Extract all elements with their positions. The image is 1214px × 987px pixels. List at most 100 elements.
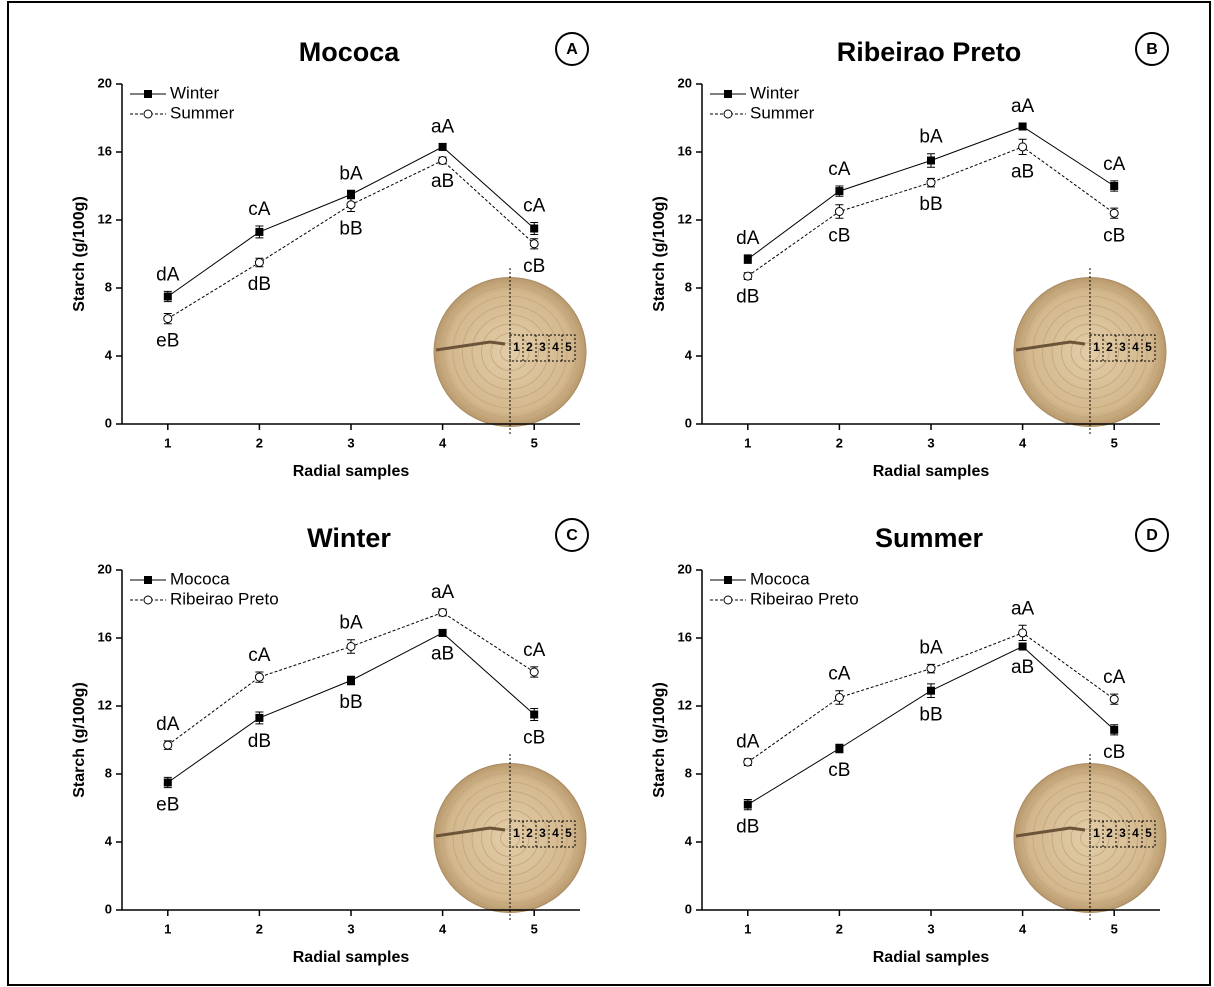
y-tick-label: 16 [98,629,112,644]
y-tick-label: 0 [685,901,692,916]
x-tick-label: 1 [164,435,171,450]
marker [835,208,843,216]
marker [1110,695,1118,703]
marker [347,677,355,685]
inset-label: 2 [526,826,533,840]
chart-title: Summer [875,523,984,553]
significance-letter: dA [736,732,760,753]
marker [347,201,355,209]
significance-letter: dA [736,228,760,249]
marker [835,187,843,195]
x-tick-label: 3 [347,435,354,450]
significance-letter: aB [1011,162,1034,183]
significance-letter: cB [523,727,545,748]
x-tick-label: 1 [744,435,751,450]
marker [530,668,538,676]
x-tick-label: 3 [927,921,934,936]
marker [530,225,538,233]
significance-letter: aA [1011,598,1035,619]
x-tick-label: 5 [531,435,538,450]
significance-letter: cA [828,159,851,180]
significance-letter: cA [248,199,271,220]
marker [439,609,447,617]
x-tick-label: 5 [1111,921,1118,936]
significance-letter: aA [431,582,455,603]
y-axis-label: Starch (g/100g) [71,682,88,798]
y-tick-label: 0 [685,415,692,430]
chart-title: Ribeirao Preto [837,37,1022,67]
inset-label: 3 [539,340,546,354]
significance-letter: cB [1103,225,1125,246]
significance-letter: dA [156,264,180,285]
marker [927,665,935,673]
legend-label: Winter [750,83,799,102]
significance-letter: dB [248,731,271,752]
y-tick-label: 4 [685,833,693,848]
significance-letter: bB [339,692,362,713]
marker [1019,123,1027,131]
inset-label: 4 [1132,826,1139,840]
marker [164,293,172,301]
chart-title: Mococa [299,37,401,67]
marker [255,259,263,267]
panel-label: C [566,527,578,544]
x-tick-label: 1 [164,921,171,936]
y-tick-label: 8 [685,279,692,294]
marker [255,228,263,236]
significance-letter: eB [156,795,179,816]
panel-label: A [566,41,578,58]
significance-letter: aA [431,117,455,138]
legend-marker [144,576,152,584]
y-tick-label: 12 [98,697,112,712]
marker [439,629,447,637]
significance-letter: bA [919,127,943,148]
figure: 1234504812162012345Radial samplesStarch … [0,0,1214,987]
inset-label: 1 [513,340,520,354]
legend-marker [724,576,732,584]
x-axis-label: Radial samples [873,463,990,480]
significance-letter: cA [1103,154,1126,175]
marker [530,240,538,248]
significance-letter: dB [736,817,759,838]
y-tick-label: 12 [98,211,112,226]
legend-label: Mococa [750,569,810,588]
marker [255,673,263,681]
marker [835,745,843,753]
x-axis-label: Radial samples [293,463,410,480]
marker [530,711,538,719]
x-tick-label: 4 [1019,921,1027,936]
significance-letter: dB [248,274,271,295]
inset-label: 1 [513,826,520,840]
marker [1110,726,1118,734]
legend-marker [144,596,152,604]
x-axis-label: Radial samples [293,949,410,966]
marker [1019,143,1027,151]
marker [1110,209,1118,217]
y-tick-label: 20 [98,561,112,576]
chart-title: Winter [307,523,391,553]
y-axis-label: Starch (g/100g) [651,682,668,798]
marker [927,687,935,695]
marker [439,143,447,151]
significance-letter: cB [1103,742,1125,763]
marker [927,157,935,165]
significance-letter: cA [248,645,271,666]
y-tick-label: 0 [105,415,112,430]
significance-letter: dB [736,287,759,308]
legend-label: Ribeirao Preto [750,589,859,608]
legend-label: Summer [750,103,815,122]
y-tick-label: 12 [678,211,692,226]
legend-marker [144,90,152,98]
significance-letter: aB [431,171,454,192]
y-tick-label: 4 [105,833,113,848]
x-tick-label: 4 [439,435,447,450]
x-tick-label: 2 [836,435,843,450]
x-tick-label: 4 [439,921,447,936]
marker [744,255,752,263]
significance-letter: aB [431,643,454,664]
inset-label: 1 [1093,340,1100,354]
y-tick-label: 4 [685,347,693,362]
legend-label: Ribeirao Preto [170,589,279,608]
marker [164,741,172,749]
